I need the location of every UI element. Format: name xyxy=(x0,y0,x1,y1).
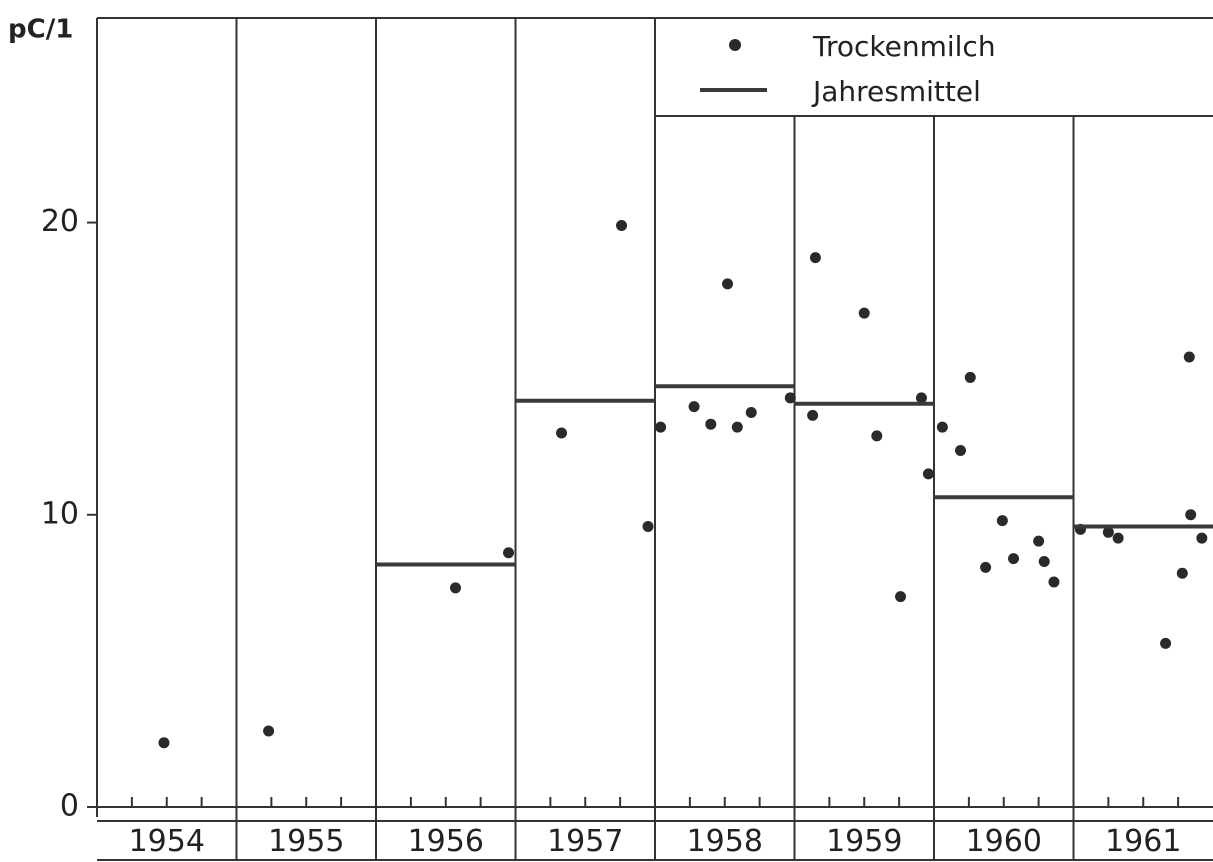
data-point xyxy=(1048,576,1060,588)
legend-label: Jahresmittel xyxy=(811,75,981,108)
data-point xyxy=(858,307,870,319)
data-point xyxy=(722,278,734,290)
data-point xyxy=(996,515,1008,527)
data-point xyxy=(871,430,883,442)
x-tick-label: 1956 xyxy=(408,824,484,859)
data-point xyxy=(158,737,170,749)
x-tick-label: 1959 xyxy=(826,824,902,859)
data-point xyxy=(705,418,717,430)
data-point xyxy=(1196,532,1208,544)
data-point xyxy=(955,444,967,456)
data-point xyxy=(980,561,992,573)
legend-marker xyxy=(729,39,741,51)
data-point xyxy=(745,407,757,418)
x-tick-label: 1955 xyxy=(268,824,344,859)
data-point xyxy=(263,725,275,737)
x-tick-label: 1957 xyxy=(547,824,623,859)
legend-label: Trockenmilch xyxy=(812,30,996,63)
y-tick-label: 10 xyxy=(41,496,79,531)
data-point xyxy=(503,547,515,559)
data-point xyxy=(936,421,948,433)
x-tick-label: 1961 xyxy=(1105,824,1181,859)
x-tick-label: 1954 xyxy=(129,824,205,859)
data-point xyxy=(922,468,934,480)
data-point xyxy=(1008,553,1020,565)
data-point xyxy=(655,421,667,433)
data-point xyxy=(1160,637,1172,649)
data-point xyxy=(1112,532,1124,544)
data-point xyxy=(809,252,821,264)
data-point xyxy=(1038,556,1050,568)
x-tick-label: 1958 xyxy=(687,824,763,859)
data-point xyxy=(450,582,462,594)
y-tick-label: 0 xyxy=(60,789,79,824)
data-point xyxy=(895,591,907,603)
data-point xyxy=(616,219,628,231)
data-point xyxy=(1176,567,1188,579)
data-point xyxy=(642,520,654,532)
data-point xyxy=(915,392,927,404)
data-point xyxy=(731,421,743,433)
data-point xyxy=(688,401,700,413)
data-point xyxy=(1183,351,1195,363)
x-tick-label: 1960 xyxy=(966,824,1042,859)
data-point xyxy=(1033,535,1045,547)
data-point xyxy=(1185,509,1197,521)
data-point xyxy=(784,392,796,404)
data-point xyxy=(807,409,819,421)
y-axis-label: pC/1 xyxy=(8,15,73,45)
data-point xyxy=(1102,526,1114,538)
y-tick-label: 20 xyxy=(41,204,79,239)
data-point xyxy=(556,427,568,439)
data-point xyxy=(964,371,976,383)
